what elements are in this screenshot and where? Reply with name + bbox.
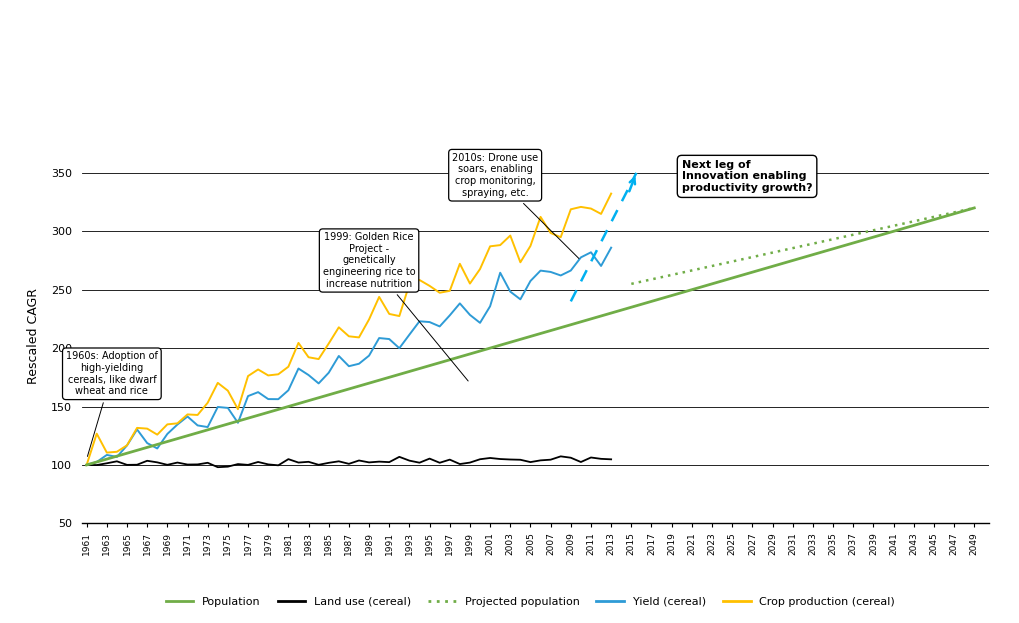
Y-axis label: Rescaled CAGR: Rescaled CAGR	[26, 288, 40, 384]
Text: 1960s: Adoption of
high-yielding
cereals, like dwarf
wheat and rice: 1960s: Adoption of high-yielding cereals…	[66, 351, 158, 457]
Text: Next leg of
Innovation enabling
productivity growth?: Next leg of Innovation enabling producti…	[681, 159, 811, 193]
Text: 1999: Golden Rice
Project -
genetically
engineering rice to
increase nutrition: 1999: Golden Rice Project - genetically …	[322, 232, 468, 381]
Text: 2010s: Drone use
soars, enabling
crop monitoring,
spraying, etc.: 2010s: Drone use soars, enabling crop mo…	[451, 153, 579, 259]
Legend: Population, Land use (cereal), Projected population, Yield (cereal), Crop produc: Population, Land use (cereal), Projected…	[161, 592, 899, 611]
